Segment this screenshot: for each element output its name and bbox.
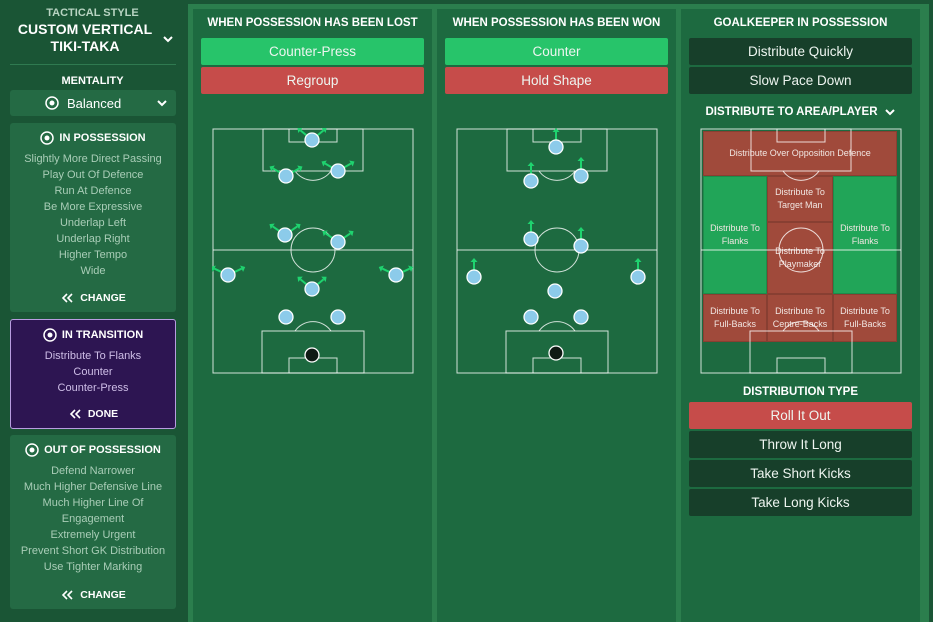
distribution-area[interactable]: Distribute To Full-Backs [703, 294, 767, 342]
instruction: Use Tighter Marking [43, 561, 143, 573]
instruction: Distribute To Flanks [44, 350, 142, 362]
instruction: Defend Narrower [51, 465, 135, 477]
panel-action[interactable]: CHANGE [60, 292, 126, 304]
panel-title-text: IN POSSESSION [59, 132, 146, 144]
panel-title-text: IN TRANSITION [61, 329, 144, 341]
mentality-value: Balanced [67, 95, 122, 111]
type-button[interactable]: Take Long Kicks [689, 489, 912, 516]
instruction: Much Higher Line Of Engagement [42, 497, 144, 525]
option-button[interactable]: Regroup [201, 67, 424, 94]
distribution-area[interactable]: Distribute To Flanks [833, 176, 897, 294]
instruction: Counter [73, 366, 113, 378]
action-icon [62, 293, 73, 303]
instruction: Underlap Left [59, 217, 127, 229]
instruction: Run At Defence [54, 185, 132, 197]
option-button[interactable]: Counter [445, 38, 668, 65]
type-title: DISTRIBUTION TYPE [742, 386, 858, 398]
action-text: CHANGE [80, 292, 126, 304]
panel-title: IN TRANSITION [43, 328, 143, 342]
instruction: Extremely Urgent [50, 529, 136, 541]
instruction: Slightly More Direct Passing [24, 153, 162, 165]
mentality-dropdown[interactable]: Balanced [10, 90, 176, 116]
distribution-area[interactable]: Distribute Over Opposition Defence [703, 131, 897, 176]
type-button[interactable]: Throw It Long [689, 431, 912, 458]
pitch [456, 128, 658, 374]
column [193, 9, 432, 622]
instruction: Higher Tempo [58, 249, 128, 261]
panel-icon [40, 131, 55, 145]
distribution-area[interactable]: Distribute To Full-Backs [833, 294, 897, 342]
chevron [884, 109, 895, 116]
instruction: Counter-Press [57, 382, 129, 394]
option-button[interactable]: Distribute Quickly [689, 38, 912, 65]
tactic-panel: IN TRANSITION Distribute To Flanks Counter… [10, 319, 176, 429]
instruction: Be More Expressive [43, 201, 143, 213]
panel-icon [43, 328, 57, 342]
type-button[interactable]: Roll It Out [689, 402, 912, 429]
style-label: TACTICAL STYLE [46, 7, 139, 19]
instruction: Prevent Short GK Distribution [20, 545, 166, 557]
area-title: DISTRIBUTE TO AREA/PLAYER [705, 106, 878, 118]
action-icon [62, 590, 73, 600]
panel-title: IN POSSESSION [40, 131, 146, 145]
instruction: Underlap Right [56, 233, 130, 245]
action-text: CHANGE [80, 589, 126, 601]
area-dropdown[interactable]: DISTRIBUTE TO AREA/PLAYER [681, 106, 920, 118]
distribution-area[interactable]: Distribute To Flanks [703, 176, 767, 294]
chevron [163, 36, 173, 43]
option-button[interactable]: Slow Pace Down [689, 67, 912, 94]
instruction: Much Higher Defensive Line [23, 481, 163, 493]
pitch [700, 128, 902, 374]
tactic-panel: IN POSSESSION Slightly More Direct Passin… [10, 123, 176, 312]
column-title: GOALKEEPER IN POSSESSION [713, 17, 888, 29]
panel-title: OUT OF POSSESSION [25, 443, 161, 457]
mentality-label: MENTALITY [61, 75, 124, 87]
column-title: WHEN POSSESSION HAS BEEN LOST [207, 17, 418, 29]
style-name[interactable]: CUSTOM VERTICAL TIKI-TAKA [17, 21, 153, 54]
distribution-area[interactable]: Distribute To Target Man [767, 176, 833, 222]
chevron [157, 100, 167, 107]
distribution-area[interactable]: Distribute To Centre-Backs [767, 294, 833, 342]
pitch [212, 128, 414, 374]
panel-action[interactable]: CHANGE [60, 589, 126, 601]
option-button[interactable]: Hold Shape [445, 67, 668, 94]
instruction: Play Out Of Defence [42, 169, 144, 181]
mentality-icon [45, 96, 59, 110]
divider [10, 64, 176, 65]
panel-icon [25, 443, 39, 457]
action-text: DONE [87, 408, 119, 420]
action-icon [69, 409, 81, 419]
instruction: Wide [80, 265, 106, 277]
option-button[interactable]: Counter-Press [201, 38, 424, 65]
type-button[interactable]: Take Short Kicks [689, 460, 912, 487]
column-title: WHEN POSSESSION HAS BEEN WON [452, 17, 661, 29]
column [437, 9, 676, 622]
distribution-area[interactable]: Distribute To Playmaker [767, 222, 833, 294]
panel-action[interactable]: DONE [68, 408, 118, 420]
tactic-panel: OUT OF POSSESSION Defend Narrower Much Hig… [10, 435, 176, 609]
panel-title-text: OUT OF POSSESSION [44, 444, 161, 456]
